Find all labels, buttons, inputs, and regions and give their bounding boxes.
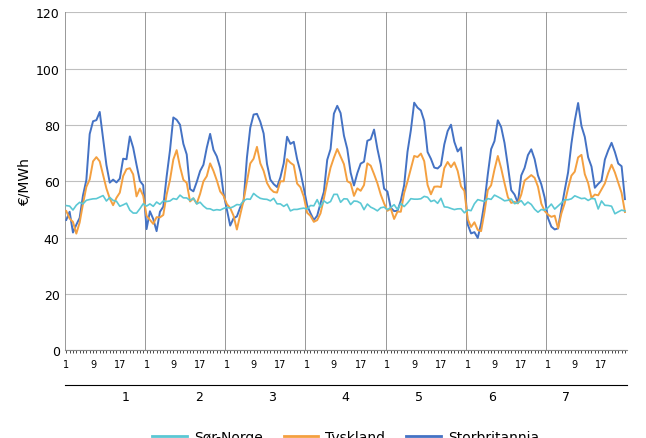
Line: Sør-Norge: Sør-Norge: [67, 194, 625, 214]
Sør-Norge: [384, 208, 391, 213]
Line: Storbritannia: Storbritannia: [67, 103, 625, 238]
Tyskland: [63, 209, 70, 214]
Sør-Norge: [63, 204, 70, 209]
Tyskland: [514, 201, 522, 207]
Tyskland: [260, 169, 267, 174]
Tyskland: [72, 231, 80, 237]
Legend: Sør-Norge, Tyskland, Storbritannia: Sør-Norge, Tyskland, Storbritannia: [147, 425, 545, 438]
Storbritannia: [253, 112, 261, 117]
Storbritannia: [63, 218, 70, 223]
Y-axis label: €/MWh: €/MWh: [17, 158, 32, 206]
Storbritannia: [223, 207, 231, 212]
Line: Tyskland: Tyskland: [67, 148, 625, 234]
Tyskland: [253, 145, 261, 150]
Sør-Norge: [611, 212, 619, 217]
Sør-Norge: [621, 209, 629, 214]
Storbritannia: [621, 197, 629, 202]
Sør-Norge: [223, 205, 231, 211]
Tyskland: [166, 178, 174, 183]
Storbritannia: [474, 236, 482, 241]
Tyskland: [226, 206, 234, 211]
Sør-Norge: [250, 191, 258, 197]
Storbritannia: [380, 187, 388, 192]
Sør-Norge: [511, 201, 519, 207]
Sør-Norge: [163, 199, 171, 205]
Storbritannia: [163, 174, 171, 180]
Storbritannia: [410, 101, 418, 106]
Storbritannia: [514, 201, 522, 206]
Sør-Norge: [256, 196, 264, 201]
Tyskland: [397, 210, 404, 215]
Tyskland: [387, 206, 395, 212]
Sør-Norge: [393, 208, 401, 213]
Storbritannia: [390, 209, 398, 214]
Tyskland: [621, 210, 629, 215]
